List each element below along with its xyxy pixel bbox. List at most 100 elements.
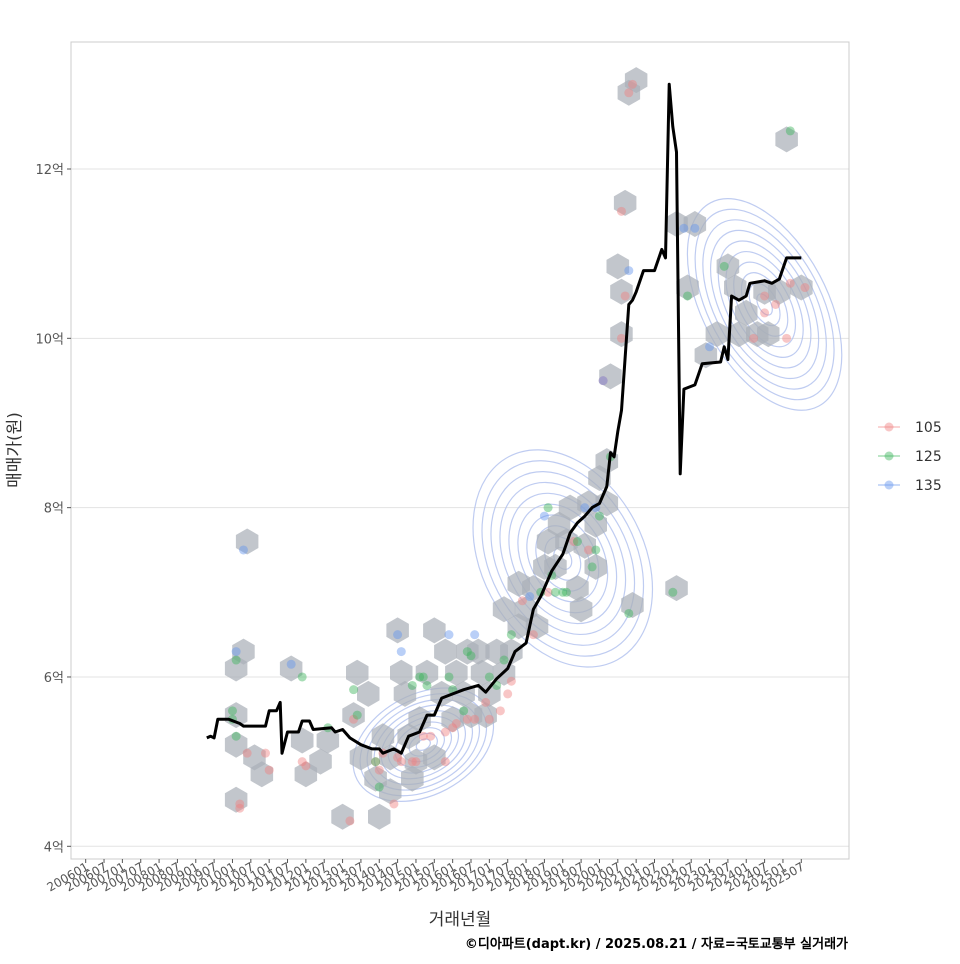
data-point-105 xyxy=(583,545,593,555)
data-point-105 xyxy=(627,79,637,89)
hexbin-cell xyxy=(665,575,688,602)
data-point-105 xyxy=(569,537,579,547)
hexbin-cell xyxy=(342,702,365,729)
hexbin-cell xyxy=(423,617,446,644)
data-point-105 xyxy=(528,630,538,640)
data-point-135 xyxy=(705,342,715,352)
data-point-135 xyxy=(396,647,406,657)
data-point-105 xyxy=(426,731,436,741)
hexbin-cell xyxy=(445,659,468,686)
hexbin-cell xyxy=(500,638,523,665)
data-point-105 xyxy=(374,765,384,775)
data-point-105 xyxy=(440,727,450,737)
data-point-105 xyxy=(349,714,359,724)
data-point-125 xyxy=(624,608,634,618)
hexbin-cell xyxy=(492,596,516,623)
data-point-125 xyxy=(484,672,494,682)
x-axis: 2006012006072007012007072008012008072009… xyxy=(45,859,807,895)
legend-key-point xyxy=(884,451,894,461)
hexbin-cell xyxy=(683,211,707,237)
hexbin-cell xyxy=(316,727,340,754)
data-point-105 xyxy=(411,757,421,767)
data-point-125 xyxy=(459,706,469,716)
hexbin-cell xyxy=(224,786,248,813)
data-point-125 xyxy=(591,545,601,555)
data-point-105 xyxy=(481,697,491,707)
hexbin-cell xyxy=(290,727,314,754)
data-point-105 xyxy=(440,757,450,767)
data-point-125 xyxy=(415,672,425,682)
hexbin-cell xyxy=(408,706,431,733)
data-point-125 xyxy=(231,655,241,665)
hexbin-cell xyxy=(423,744,446,771)
hexbin-cell xyxy=(279,655,303,682)
hexbin-cell xyxy=(716,253,740,280)
legend-label: 105 xyxy=(915,420,942,436)
hexbin-cell xyxy=(727,321,751,348)
data-point-125 xyxy=(594,511,604,521)
data-point-125 xyxy=(407,680,417,690)
data-point-125 xyxy=(668,587,678,597)
data-point-105 xyxy=(800,283,810,293)
data-point-105 xyxy=(235,799,245,809)
data-point-105 xyxy=(407,757,417,767)
data-point-125 xyxy=(422,680,432,690)
data-point-125 xyxy=(499,655,509,665)
hexbin-cell xyxy=(331,803,354,830)
data-point-125 xyxy=(506,630,516,640)
hexbin-cell xyxy=(790,274,813,301)
data-point-105 xyxy=(616,206,626,216)
data-point-125 xyxy=(462,647,472,657)
data-point-105 xyxy=(517,596,527,606)
data-point-125 xyxy=(561,587,571,597)
data-point-105 xyxy=(462,714,472,724)
data-point-125 xyxy=(550,587,560,597)
data-point-135 xyxy=(444,630,454,640)
data-point-125 xyxy=(231,731,241,741)
data-point-105 xyxy=(495,706,505,716)
data-point-105 xyxy=(389,799,399,809)
data-point-125 xyxy=(297,672,307,682)
legend-label: 125 xyxy=(915,449,942,465)
data-point-105 xyxy=(301,761,311,771)
data-point-135 xyxy=(690,223,700,233)
hexbin-cell xyxy=(250,761,274,788)
hexbin-cell xyxy=(724,274,747,301)
data-point-105 xyxy=(749,333,759,343)
data-point-105 xyxy=(503,689,513,699)
y-tick-label: 12억 xyxy=(35,163,64,178)
data-point-105 xyxy=(242,748,252,758)
data-point-125 xyxy=(719,261,729,271)
legend-key-point xyxy=(884,422,894,432)
data-point-105 xyxy=(598,376,608,386)
hexbin-cell xyxy=(624,67,648,94)
data-point-125 xyxy=(683,291,693,301)
trend-line-layer xyxy=(206,82,802,755)
y-tick-label: 10억 xyxy=(35,332,64,347)
data-point-125 xyxy=(349,685,359,695)
hexbin-cell xyxy=(393,680,417,707)
hexbin-layer xyxy=(224,67,813,830)
data-point-135 xyxy=(539,511,549,521)
hexbin-cell xyxy=(474,702,497,729)
median-price-line xyxy=(206,82,802,755)
legend-key-point xyxy=(884,480,894,490)
hexbin-cell xyxy=(705,321,729,348)
data-point-105 xyxy=(393,752,403,762)
y-axis: 4억 6억 8억 10억 12억 xyxy=(35,163,71,855)
hexbin-cell xyxy=(390,659,413,686)
hexbin-cell xyxy=(735,299,758,326)
data-point-105 xyxy=(451,719,461,729)
hexbin-cell xyxy=(613,189,637,216)
data-point-105 xyxy=(235,803,245,813)
hexbin-cell xyxy=(309,748,332,775)
data-point-125 xyxy=(352,710,362,720)
data-point-125 xyxy=(572,537,582,547)
data-point-105 xyxy=(620,291,630,301)
hexbin-cell xyxy=(768,278,791,305)
hexbin-cell xyxy=(566,575,589,602)
y-tick-label: 6억 xyxy=(44,671,64,686)
data-point-125 xyxy=(227,706,237,716)
data-point-105 xyxy=(396,757,406,767)
